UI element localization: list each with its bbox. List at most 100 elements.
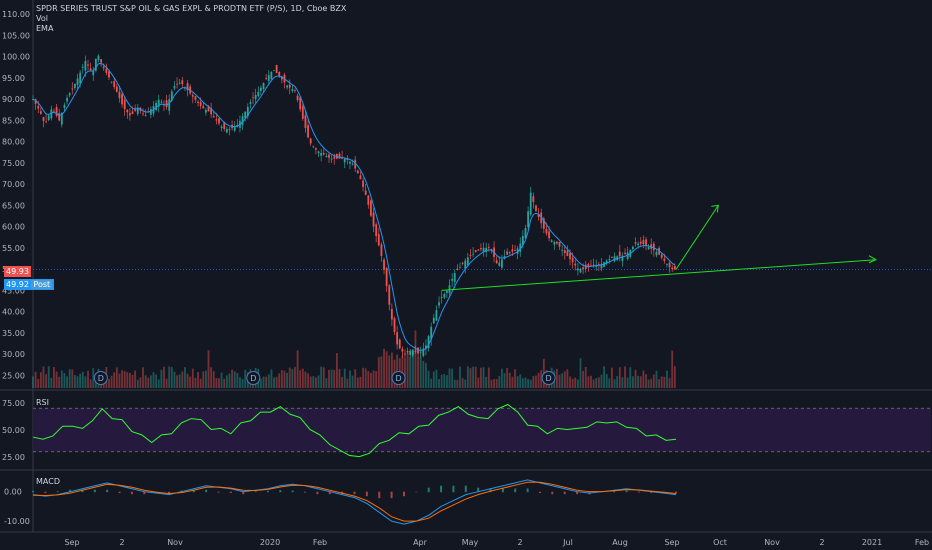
volume-bar bbox=[71, 369, 74, 388]
candle-body bbox=[506, 251, 509, 255]
candle-body bbox=[328, 154, 330, 158]
candle-body bbox=[356, 170, 359, 174]
candle-body bbox=[63, 104, 66, 109]
volume-bar bbox=[134, 370, 137, 388]
macd-histogram-bar bbox=[551, 491, 554, 495]
volume-bar bbox=[160, 369, 163, 388]
candle-body bbox=[618, 251, 621, 257]
candle-body bbox=[81, 66, 84, 68]
volume-bar bbox=[55, 371, 58, 388]
candle-body bbox=[349, 161, 351, 164]
volume-bar bbox=[487, 367, 490, 388]
volume-bar bbox=[215, 377, 218, 388]
time-tick-label: Feb bbox=[313, 538, 327, 547]
candle-body bbox=[550, 240, 553, 243]
volume-bar bbox=[595, 378, 598, 388]
time-tick-label: Oct bbox=[713, 538, 727, 547]
ema-legend[interactable]: EMA bbox=[36, 24, 54, 33]
macd-histogram-bar bbox=[538, 491, 541, 493]
macd-histogram-bar bbox=[192, 489, 195, 493]
volume-bar bbox=[603, 366, 605, 388]
volume-bar bbox=[498, 375, 501, 388]
volume-bar bbox=[390, 352, 393, 388]
macd-histogram-bar bbox=[477, 487, 480, 493]
macd-histogram-bar bbox=[328, 491, 331, 495]
candle-body bbox=[377, 234, 380, 246]
volume-bar bbox=[210, 367, 213, 388]
candle-body bbox=[176, 83, 178, 85]
candle-body bbox=[482, 247, 485, 252]
time-tick-label: May bbox=[462, 538, 479, 547]
candle-body bbox=[346, 158, 349, 161]
candle-body bbox=[197, 101, 199, 103]
price-tick-label: 110.00 bbox=[2, 10, 30, 19]
volume-bar bbox=[359, 376, 362, 388]
volume-bar bbox=[535, 375, 537, 388]
candle-body bbox=[270, 72, 273, 80]
candle-body bbox=[351, 163, 354, 165]
candle-body bbox=[608, 259, 611, 260]
volume-bar bbox=[516, 376, 519, 388]
candle-body bbox=[131, 111, 134, 114]
macd-histogram-bar bbox=[168, 491, 171, 494]
volume-legend[interactable]: Vol bbox=[36, 14, 48, 23]
volume-bar bbox=[312, 376, 315, 388]
volume-bar bbox=[53, 367, 55, 388]
candle-body bbox=[149, 109, 152, 115]
volume-bar bbox=[629, 367, 632, 388]
volume-bar bbox=[459, 366, 461, 388]
macd-histogram-bar bbox=[291, 490, 294, 493]
candle-body bbox=[121, 94, 123, 105]
macd-histogram-bar bbox=[415, 491, 418, 493]
volume-bar bbox=[152, 372, 155, 388]
macd-histogram-bar bbox=[56, 491, 59, 493]
volume-bar bbox=[225, 375, 228, 388]
volume-bar bbox=[461, 377, 464, 388]
trend-drawings[interactable] bbox=[441, 204, 878, 291]
volume-bar bbox=[301, 368, 304, 388]
candle-body bbox=[419, 351, 422, 353]
volume-bar bbox=[482, 367, 485, 388]
candle-body bbox=[202, 106, 205, 109]
price-tick-label: 35.00 bbox=[2, 329, 25, 338]
candle-body bbox=[370, 200, 372, 216]
candle-body bbox=[343, 158, 346, 163]
macd-tick-label: -10.00 bbox=[4, 517, 30, 526]
candle-body bbox=[338, 153, 341, 159]
candle-body bbox=[273, 70, 275, 71]
candle-body bbox=[126, 109, 129, 113]
volume-bar bbox=[84, 376, 87, 388]
candle-body bbox=[451, 278, 454, 281]
volume-bar bbox=[307, 373, 309, 388]
volume-bar bbox=[506, 368, 509, 388]
volume-bar bbox=[176, 375, 178, 388]
macd-histogram-bar bbox=[279, 490, 282, 493]
volume-bar bbox=[338, 368, 341, 388]
candle-body bbox=[267, 75, 270, 82]
volume-bar bbox=[74, 374, 76, 388]
volume-bar bbox=[47, 366, 50, 388]
macd-histogram-bar bbox=[143, 491, 146, 495]
volume-bar bbox=[466, 366, 469, 388]
candle-body bbox=[571, 257, 574, 263]
volume-bar bbox=[233, 371, 236, 388]
symbol-title[interactable]: SPDR SERIES TRUST S&P OIL & GAS EXPL & P… bbox=[36, 4, 347, 13]
candle-body bbox=[330, 158, 333, 160]
candle-body bbox=[110, 81, 113, 83]
candle-body bbox=[438, 302, 440, 306]
candle-body bbox=[186, 82, 189, 91]
candle-body bbox=[87, 64, 89, 66]
candle-body bbox=[411, 350, 414, 356]
post-label: Post bbox=[31, 280, 53, 289]
volume-bar bbox=[647, 379, 650, 388]
candle-body bbox=[453, 273, 456, 282]
macd-histogram-bar bbox=[365, 491, 368, 497]
candle-body bbox=[118, 91, 121, 99]
candle-body bbox=[634, 242, 637, 244]
candle-body bbox=[225, 128, 228, 133]
volume-bar bbox=[278, 373, 281, 388]
candle-body bbox=[590, 265, 592, 267]
macd-histogram-bar bbox=[242, 491, 245, 495]
